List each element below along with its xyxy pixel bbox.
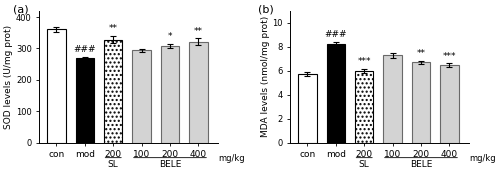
- Text: BELE: BELE: [410, 160, 432, 169]
- Bar: [326, 44, 345, 143]
- Bar: [132, 50, 151, 143]
- Text: **: **: [194, 27, 203, 36]
- Y-axis label: SOD levels (U/mg prot): SOD levels (U/mg prot): [4, 25, 13, 129]
- Text: **: **: [108, 24, 118, 33]
- Bar: [104, 40, 122, 143]
- Text: ***: ***: [442, 52, 456, 61]
- Bar: [298, 74, 316, 143]
- Bar: [48, 29, 66, 143]
- Bar: [189, 42, 208, 143]
- Text: mg/kg: mg/kg: [469, 154, 496, 163]
- Text: SL: SL: [108, 160, 118, 169]
- Bar: [412, 62, 430, 143]
- Text: *: *: [168, 32, 172, 41]
- Y-axis label: MDA levels (nmol/mg prot): MDA levels (nmol/mg prot): [260, 16, 270, 137]
- Text: ###: ###: [324, 30, 347, 39]
- Text: BELE: BELE: [159, 160, 181, 169]
- Bar: [440, 65, 458, 143]
- Text: mg/kg: mg/kg: [218, 154, 245, 163]
- Bar: [76, 58, 94, 143]
- Bar: [355, 71, 374, 143]
- Bar: [384, 55, 402, 143]
- Text: (b): (b): [258, 4, 274, 14]
- Text: (a): (a): [12, 4, 28, 14]
- Text: ###: ###: [74, 45, 96, 54]
- Text: ***: ***: [358, 57, 371, 66]
- Text: SL: SL: [359, 160, 370, 169]
- Bar: [161, 46, 179, 143]
- Text: **: **: [416, 49, 426, 58]
